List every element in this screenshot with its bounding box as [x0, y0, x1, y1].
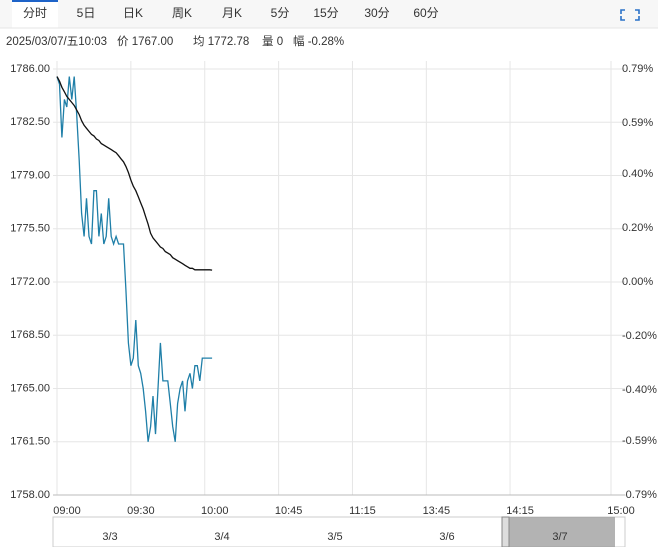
x-tick-label: 11:15	[349, 505, 376, 517]
navigator-date: 3/4	[214, 531, 229, 543]
y-tick-label: 1768.50	[10, 329, 50, 341]
y2-tick-label: -0.40%	[622, 384, 657, 396]
navigator-date: 3/7	[552, 531, 567, 543]
expand-icon[interactable]	[620, 9, 640, 21]
y-tick-label: 1765.00	[10, 382, 50, 394]
tab-bar	[0, 0, 658, 28]
y-tick-label: 1758.00	[10, 489, 50, 501]
tab[interactable]: 60分	[413, 6, 438, 20]
tab[interactable]: 5日	[77, 6, 96, 20]
navigator-date: 3/6	[439, 531, 454, 543]
y2-tick-label: -0.20%	[622, 330, 657, 342]
info-price: 价 1767.00	[117, 35, 173, 48]
y-tick-label: 1775.50	[10, 223, 50, 235]
x-tick-label: 09:30	[127, 505, 155, 517]
x-tick-label: 14:15	[506, 505, 534, 517]
tab[interactable]: 15分	[313, 6, 338, 20]
info-avg: 均 1772.78	[193, 35, 249, 48]
y-tick-label: 1761.50	[10, 436, 50, 448]
y2-tick-label: 0.59%	[622, 117, 653, 129]
x-tick-label: 09:00	[53, 505, 81, 517]
y-tick-label: 1782.50	[10, 116, 50, 128]
tab[interactable]: 5分	[271, 6, 290, 20]
navigator-frame	[52, 516, 626, 547]
tab[interactable]: 月K	[222, 6, 242, 20]
y-tick-label: 1772.00	[10, 276, 50, 288]
y2-tick-label: 0.20%	[622, 222, 653, 234]
active-tab-indicator	[12, 0, 58, 2]
y2-tick-label: 0.79%	[622, 63, 653, 75]
series-line	[56, 76, 213, 442]
x-tick-label: 13:45	[423, 505, 451, 517]
y2-tick-label: 0.00%	[622, 276, 653, 288]
y2-tick-label: 0.40%	[622, 168, 653, 180]
tab[interactable]: 周K	[172, 6, 192, 20]
navigator-handle[interactable]	[501, 516, 510, 547]
y-tick-label: 1786.00	[10, 63, 50, 75]
navigator-date: 3/5	[327, 531, 342, 543]
tab[interactable]: 分时	[23, 6, 47, 20]
info-volume: 量 0	[262, 35, 283, 48]
series-line	[56, 76, 213, 271]
info-change: 幅 -0.28%	[293, 35, 344, 48]
x-tick-label: 15:00	[607, 505, 635, 517]
navigator-selection[interactable]	[502, 517, 615, 547]
tab[interactable]: 30分	[364, 6, 389, 20]
y-tick-label: 1779.00	[10, 169, 50, 181]
tab[interactable]: 日K	[123, 6, 143, 20]
y2-tick-label: -0.79%	[622, 489, 657, 501]
info-time: 2025/03/07/五10:03	[6, 36, 107, 48]
navigator-date: 3/3	[102, 531, 117, 543]
x-tick-label: 10:45	[275, 505, 303, 517]
x-tick-label: 10:00	[201, 505, 229, 517]
active-tab-bg	[12, 0, 58, 28]
y2-tick-label: -0.59%	[622, 435, 657, 447]
